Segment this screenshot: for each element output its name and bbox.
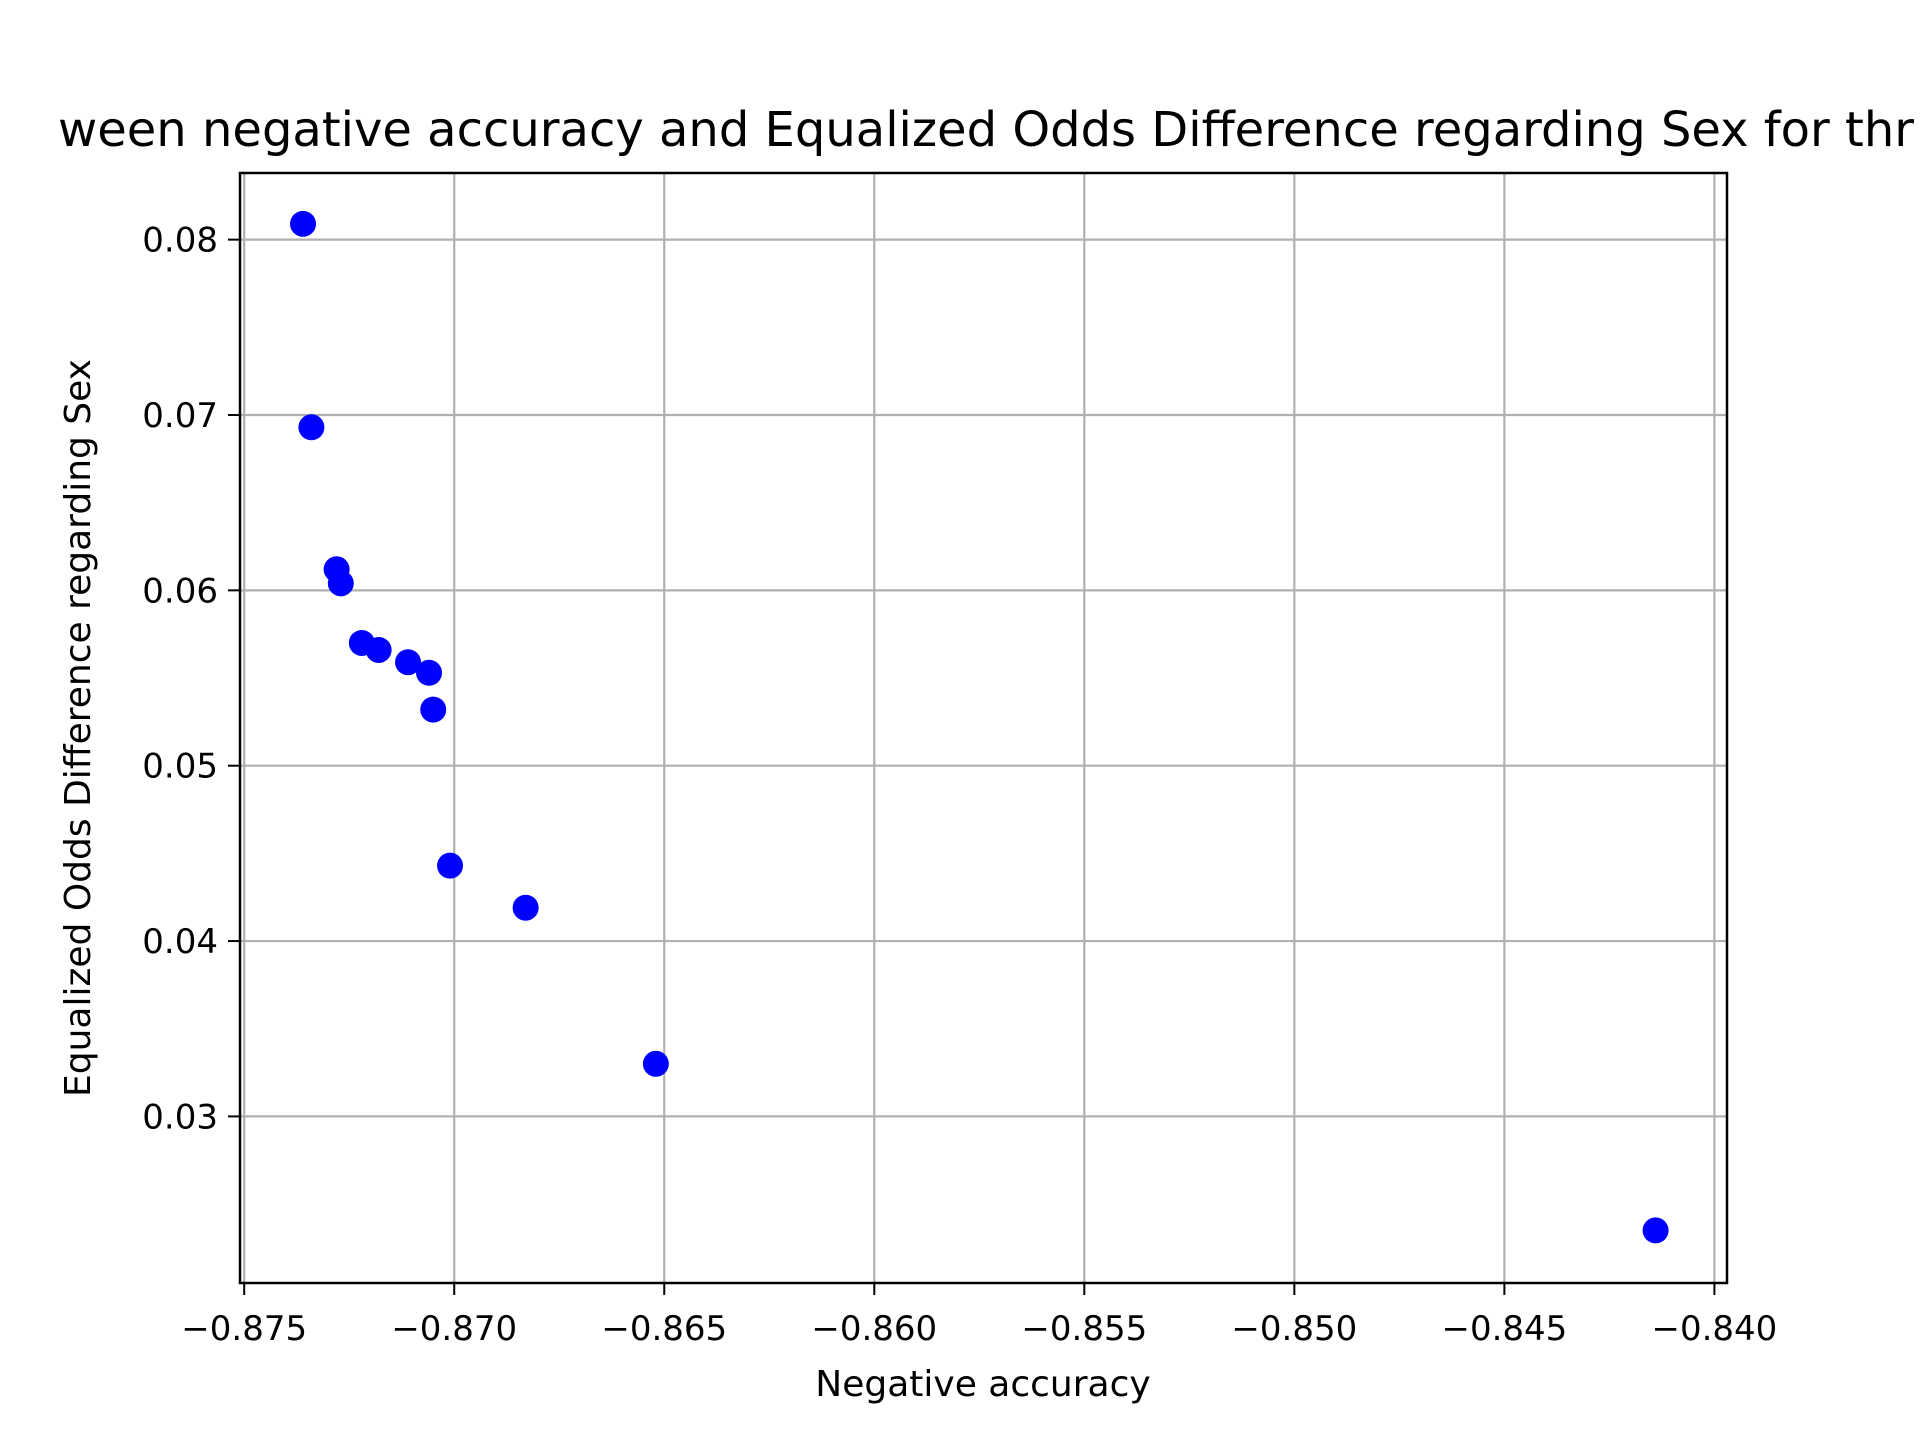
y-axis-label: Equalized Odds Difference regarding Sex (58, 359, 99, 1097)
data-point (327, 570, 354, 597)
x-tick-label: −0.850 (1231, 1309, 1357, 1349)
data-point (420, 696, 447, 723)
x-tick-label: −0.845 (1441, 1309, 1567, 1349)
x-tick-label: −0.875 (181, 1309, 307, 1349)
plot-area-frame (238, 171, 1729, 1285)
chart-title: ween negative accuracy and Equalized Odd… (58, 102, 1914, 158)
y-tick-label: 0.03 (142, 1097, 218, 1137)
y-tick-label: 0.05 (142, 747, 218, 787)
x-axis-ticks: −0.875 −0.870 −0.865 −0.860 −0.855 −0.850 −0.8… (181, 1283, 1777, 1349)
x-tick-label: −0.865 (601, 1309, 727, 1349)
x-tick-label: −0.860 (811, 1309, 937, 1349)
x-tick-label: −0.840 (1651, 1309, 1777, 1349)
grid (240, 173, 1727, 1283)
data-point (437, 852, 464, 879)
x-axis-label: Negative accuracy (815, 1364, 1150, 1405)
data-point (512, 894, 539, 921)
data-point (298, 414, 325, 441)
data-points (290, 210, 1669, 1244)
y-tick-label: 0.06 (142, 571, 218, 611)
data-point (642, 1050, 669, 1077)
data-point (290, 210, 317, 237)
y-axis-ticks: 0.03 0.04 0.05 0.06 0.07 0.08 (142, 221, 240, 1137)
data-point (365, 636, 392, 663)
y-tick-label: 0.04 (142, 922, 218, 962)
y-tick-label: 0.07 (142, 396, 218, 436)
data-point (395, 649, 422, 676)
data-point (416, 659, 443, 686)
x-tick-label: −0.870 (391, 1309, 517, 1349)
x-tick-label: −0.855 (1021, 1309, 1147, 1349)
data-point (1642, 1217, 1669, 1244)
y-tick-label: 0.08 (142, 221, 218, 261)
